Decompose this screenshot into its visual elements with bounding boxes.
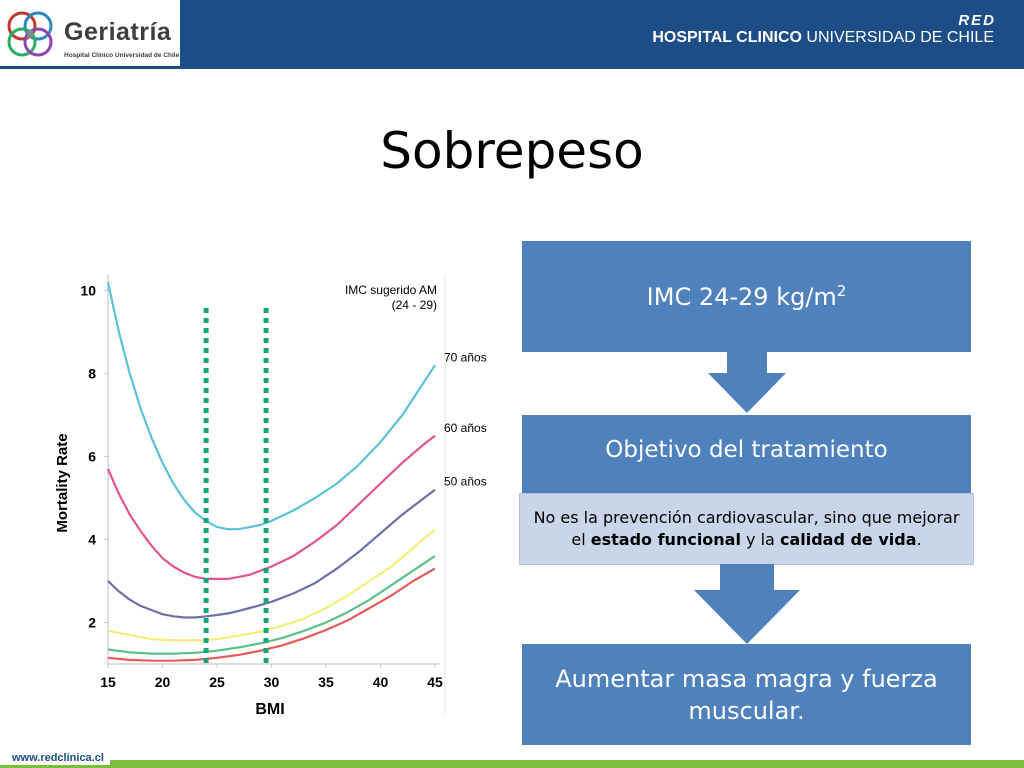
series-line (106, 434, 436, 580)
series-line (107, 488, 436, 619)
note-bold-1: estado funcional (590, 530, 741, 549)
logo-title: Geriatría (64, 18, 172, 46)
chart-xlabel: BMI (255, 701, 284, 718)
hospital-label-bold: HOSPITAL CLINICO (652, 29, 802, 46)
chart-series: 70 años 60 años 50 años (106, 282, 487, 662)
treatment-goal-note-text: No es la prevención cardiovascular, sino… (527, 507, 967, 551)
x-tick-label: 20 (155, 674, 171, 690)
mortality-bmi-chart: 70 años 60 años 50 años 15 20 25 30 35 40 45 2 4 6 8… (54, 274, 487, 718)
imc-range-superscript: 2 (836, 282, 847, 300)
note-text-3: . (916, 530, 922, 549)
treatment-goal-text: Objetivo del tratamiento (605, 437, 888, 463)
chart-annotation-range: (24 - 29) (392, 298, 437, 312)
series-line (106, 282, 436, 531)
note-text-2: y la (740, 530, 780, 549)
hospital-label-rest: UNIVERSIDAD DE CHILE (801, 29, 994, 46)
chart-axes (107, 274, 446, 714)
geriatria-emblem-icon (7, 11, 53, 57)
arrow-down-icon (694, 564, 800, 644)
red-label: RED (958, 12, 996, 29)
note-bold-2: calidad de vida (779, 530, 917, 549)
footer-url[interactable]: www.redclinica.cl (12, 752, 104, 764)
chart-ticks: 15 20 25 30 35 40 45 2 4 6 8 10 (80, 283, 443, 690)
y-tick-label: 6 (88, 449, 96, 465)
x-tick-label: 15 (100, 674, 116, 690)
slide-title: Sobrepeso (380, 122, 644, 180)
series-line (107, 528, 436, 642)
x-tick-label: 35 (318, 674, 334, 690)
hospital-label: HOSPITAL CLINICO UNIVERSIDAD DE CHILE (652, 29, 994, 47)
series-line (107, 555, 436, 655)
imc-range-text: IMC 24-29 kg/m2 (647, 282, 847, 311)
header-divider (0, 66, 1024, 69)
series-label: 50 años (444, 475, 487, 489)
x-tick-label: 45 (427, 674, 443, 690)
recommendation-text: Aumentar masa magra y fuerza muscular. (555, 664, 938, 725)
footer-bar-left (0, 765, 110, 768)
series-label: 60 años (444, 421, 487, 435)
chart-annotation-title: IMC sugerido AM (345, 283, 437, 297)
treatment-goal-note: No es la prevención cardiovascular, sino… (519, 493, 974, 565)
logo-subtitle: Hospital Clínico Universidad de Chile (64, 52, 180, 59)
series-line (107, 567, 436, 662)
footer-bar (110, 760, 1024, 768)
treatment-goal-box: Objetivo del tratamiento (522, 415, 971, 495)
y-tick-label: 8 (88, 366, 96, 382)
imc-range-box: IMC 24-29 kg/m2 (522, 241, 971, 352)
y-tick-label: 10 (80, 283, 96, 299)
series-label: 70 años (444, 350, 487, 364)
chart-ylabel: Mortality Rate (54, 433, 71, 532)
slide-header: Geriatría Hospital Clínico Universidad d… (0, 0, 1024, 69)
imc-range-label: IMC 24-29 kg/m (646, 283, 837, 311)
geriatria-logo: Geriatría Hospital Clínico Universidad d… (0, 0, 180, 68)
x-tick-label: 40 (373, 674, 389, 690)
x-tick-label: 25 (209, 674, 225, 690)
y-tick-label: 4 (88, 532, 96, 548)
y-tick-label: 2 (88, 615, 96, 631)
arrow-down-icon (708, 351, 786, 413)
note-text-1: No es la prevención cardiovascular, sino… (533, 508, 960, 549)
x-tick-label: 30 (264, 674, 280, 690)
recommendation-box: Aumentar masa magra y fuerza muscular. (522, 644, 971, 745)
hospital-banner: RED HOSPITAL CLINICO UNIVERSIDAD DE CHIL… (180, 0, 1024, 68)
